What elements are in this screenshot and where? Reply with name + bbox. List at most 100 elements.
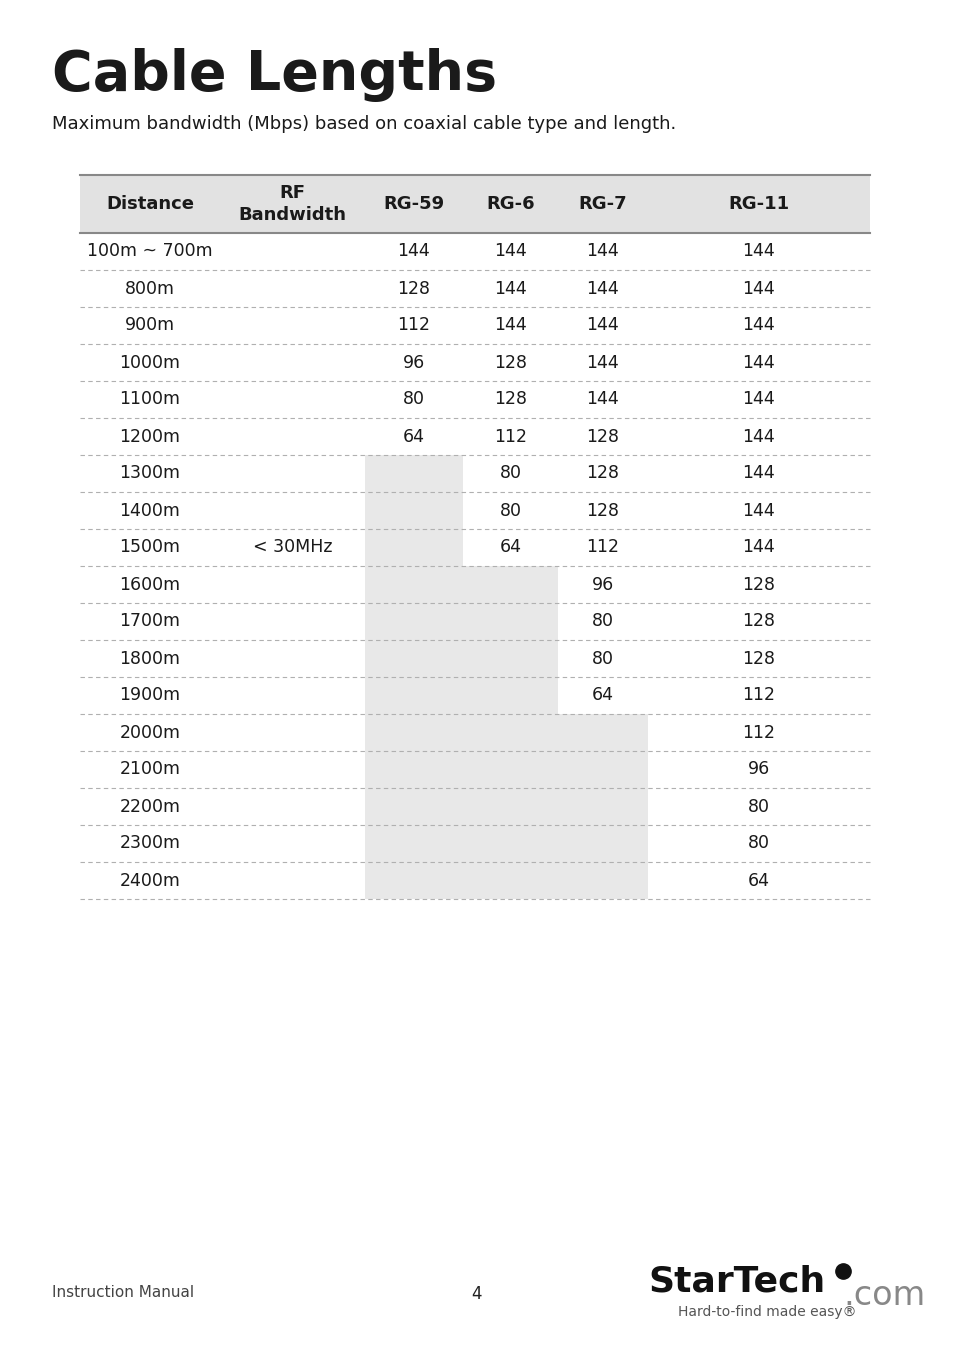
Text: 64: 64 — [499, 538, 521, 557]
Bar — [365, 788, 462, 824]
Text: RG-6: RG-6 — [486, 195, 535, 213]
Bar — [462, 788, 558, 824]
Text: 144: 144 — [586, 316, 618, 335]
Text: 1900m: 1900m — [119, 686, 180, 705]
Text: < 30MHz: < 30MHz — [253, 538, 332, 557]
Text: 144: 144 — [741, 428, 775, 445]
Bar — [80, 175, 869, 233]
Text: 2300m: 2300m — [119, 834, 180, 853]
Text: 144: 144 — [586, 390, 618, 409]
Text: .com: .com — [842, 1279, 924, 1311]
Bar — [365, 492, 462, 529]
Text: 96: 96 — [591, 576, 614, 593]
Text: 80: 80 — [747, 798, 769, 815]
Bar — [558, 824, 647, 862]
Bar — [365, 640, 462, 677]
Text: 1000m: 1000m — [119, 354, 180, 371]
Text: 2400m: 2400m — [119, 872, 180, 889]
Text: 144: 144 — [741, 502, 775, 519]
Text: 1800m: 1800m — [119, 650, 180, 667]
Text: 800m: 800m — [125, 280, 174, 297]
Text: 80: 80 — [747, 834, 769, 853]
Text: 144: 144 — [741, 464, 775, 483]
Text: 1100m: 1100m — [119, 390, 180, 409]
Bar — [462, 714, 558, 751]
Bar — [365, 455, 462, 492]
Text: RG-59: RG-59 — [383, 195, 444, 213]
Text: 128: 128 — [586, 464, 618, 483]
Text: Hard-to-find made easy®: Hard-to-find made easy® — [678, 1305, 856, 1319]
Bar — [365, 824, 462, 862]
Bar — [365, 529, 462, 566]
Bar — [558, 751, 647, 788]
Text: 144: 144 — [741, 354, 775, 371]
Text: 128: 128 — [586, 428, 618, 445]
Bar — [558, 714, 647, 751]
Text: 80: 80 — [592, 612, 614, 631]
Text: 2200m: 2200m — [119, 798, 180, 815]
Bar — [462, 677, 558, 714]
Text: 112: 112 — [741, 724, 775, 741]
Text: 144: 144 — [741, 316, 775, 335]
Text: RG-11: RG-11 — [728, 195, 789, 213]
Text: 1400m: 1400m — [119, 502, 180, 519]
Text: 80: 80 — [499, 464, 521, 483]
Bar — [462, 862, 558, 898]
Bar — [365, 603, 462, 640]
Text: 144: 144 — [494, 242, 526, 261]
Text: 900m: 900m — [125, 316, 175, 335]
Text: Maximum bandwidth (Mbps) based on coaxial cable type and length.: Maximum bandwidth (Mbps) based on coaxia… — [52, 116, 676, 133]
Text: 128: 128 — [741, 612, 775, 631]
Text: 144: 144 — [586, 242, 618, 261]
Text: 144: 144 — [586, 280, 618, 297]
Text: 1600m: 1600m — [119, 576, 180, 593]
Bar — [365, 751, 462, 788]
Text: StarTech: StarTech — [647, 1266, 824, 1299]
Text: 1700m: 1700m — [119, 612, 180, 631]
Text: 112: 112 — [494, 428, 526, 445]
Text: 144: 144 — [494, 316, 526, 335]
Bar — [365, 862, 462, 898]
Text: Cable Lengths: Cable Lengths — [52, 48, 497, 102]
Bar — [365, 566, 462, 603]
Text: 100m ~ 700m: 100m ~ 700m — [87, 242, 213, 261]
Text: 80: 80 — [402, 390, 424, 409]
Bar — [365, 677, 462, 714]
Text: 64: 64 — [747, 872, 769, 889]
Text: 1300m: 1300m — [119, 464, 180, 483]
Text: RF
Bandwidth: RF Bandwidth — [238, 184, 346, 225]
Bar — [462, 824, 558, 862]
Text: 64: 64 — [402, 428, 424, 445]
Text: Instruction Manual: Instruction Manual — [52, 1284, 193, 1301]
Text: 80: 80 — [592, 650, 614, 667]
Bar — [462, 640, 558, 677]
Text: 64: 64 — [592, 686, 614, 705]
Text: 144: 144 — [741, 538, 775, 557]
Text: 144: 144 — [494, 280, 526, 297]
Text: 128: 128 — [397, 280, 430, 297]
Text: 4: 4 — [471, 1284, 482, 1303]
Text: 2100m: 2100m — [119, 760, 180, 779]
Text: 112: 112 — [741, 686, 775, 705]
Text: 1500m: 1500m — [119, 538, 180, 557]
Bar — [558, 788, 647, 824]
Text: 112: 112 — [586, 538, 618, 557]
Text: 80: 80 — [499, 502, 521, 519]
Text: 96: 96 — [402, 354, 425, 371]
Text: RG-7: RG-7 — [578, 195, 627, 213]
Text: 144: 144 — [741, 280, 775, 297]
Text: 128: 128 — [494, 354, 526, 371]
Text: 144: 144 — [397, 242, 430, 261]
Text: 144: 144 — [741, 390, 775, 409]
Text: 96: 96 — [747, 760, 769, 779]
Text: 144: 144 — [741, 242, 775, 261]
Text: 128: 128 — [741, 650, 775, 667]
Text: 112: 112 — [397, 316, 430, 335]
Bar — [462, 566, 558, 603]
Text: Distance: Distance — [106, 195, 193, 213]
Bar — [462, 751, 558, 788]
Text: 2000m: 2000m — [119, 724, 180, 741]
Bar — [462, 603, 558, 640]
Text: 144: 144 — [586, 354, 618, 371]
Text: 128: 128 — [494, 390, 526, 409]
